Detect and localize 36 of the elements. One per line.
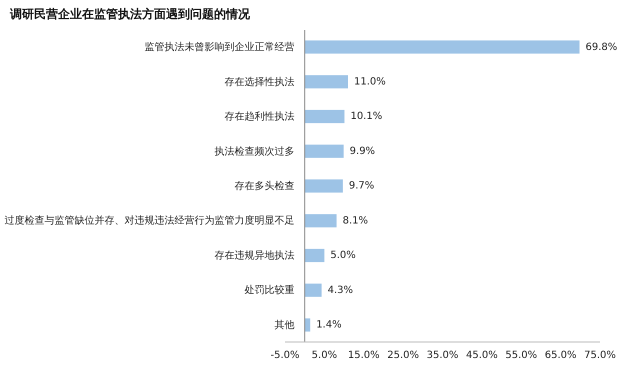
- bar: [304, 248, 324, 262]
- bar: [304, 284, 322, 297]
- y-tick-label: 存在违规异地执法: [214, 249, 295, 262]
- y-tick-label: 处罚比较重: [244, 284, 295, 296]
- text: 调研民营企业在监管执法方面遇到问题的情况: [9, 7, 251, 21]
- x-tick-label: -5.0%: [270, 350, 300, 361]
- data-label: 5.0%: [330, 250, 356, 262]
- data-label: 9.9%: [350, 146, 376, 157]
- bar: [304, 110, 344, 124]
- y-tick-label: 监管执法未曾影响到企业正常经营: [144, 40, 295, 53]
- bar: [304, 40, 580, 54]
- y-tick-label: 其他: [274, 318, 295, 331]
- data-label: 10.1%: [350, 111, 382, 122]
- data-label: 9.7%: [348, 180, 374, 192]
- bar: [304, 75, 348, 88]
- x-tick-label: 55.0%: [505, 350, 538, 361]
- y-tick-label: 执法检查频次过多: [214, 144, 295, 157]
- data-label: 11.0%: [354, 76, 386, 88]
- y-tick-label: 存在多头检查: [234, 180, 295, 192]
- x-tick-label: 5.0%: [312, 350, 338, 361]
- y-tick-label: 存在选择性执法: [224, 76, 295, 88]
- x-tick-label: 45.0%: [466, 350, 498, 361]
- y-tick-label: 过度检查与监管缺位并存、对违规违法经营行为监管力度明显不足: [4, 214, 295, 226]
- y-tick-label: 存在趋利性执法: [224, 110, 295, 122]
- bar: [304, 179, 343, 193]
- bar: [304, 144, 344, 158]
- x-tick-label: 65.0%: [544, 350, 577, 361]
- x-tick-label: 25.0%: [387, 350, 420, 361]
- bar: [304, 214, 337, 228]
- data-label: 1.4%: [316, 320, 342, 331]
- x-tick-label: 35.0%: [426, 350, 458, 361]
- x-tick-label: 75.0%: [584, 350, 616, 361]
- data-label: 4.3%: [328, 284, 354, 296]
- x-tick-label: 15.0%: [348, 350, 380, 361]
- data-label: 8.1%: [342, 215, 368, 226]
- data-label: 69.8%: [586, 42, 618, 53]
